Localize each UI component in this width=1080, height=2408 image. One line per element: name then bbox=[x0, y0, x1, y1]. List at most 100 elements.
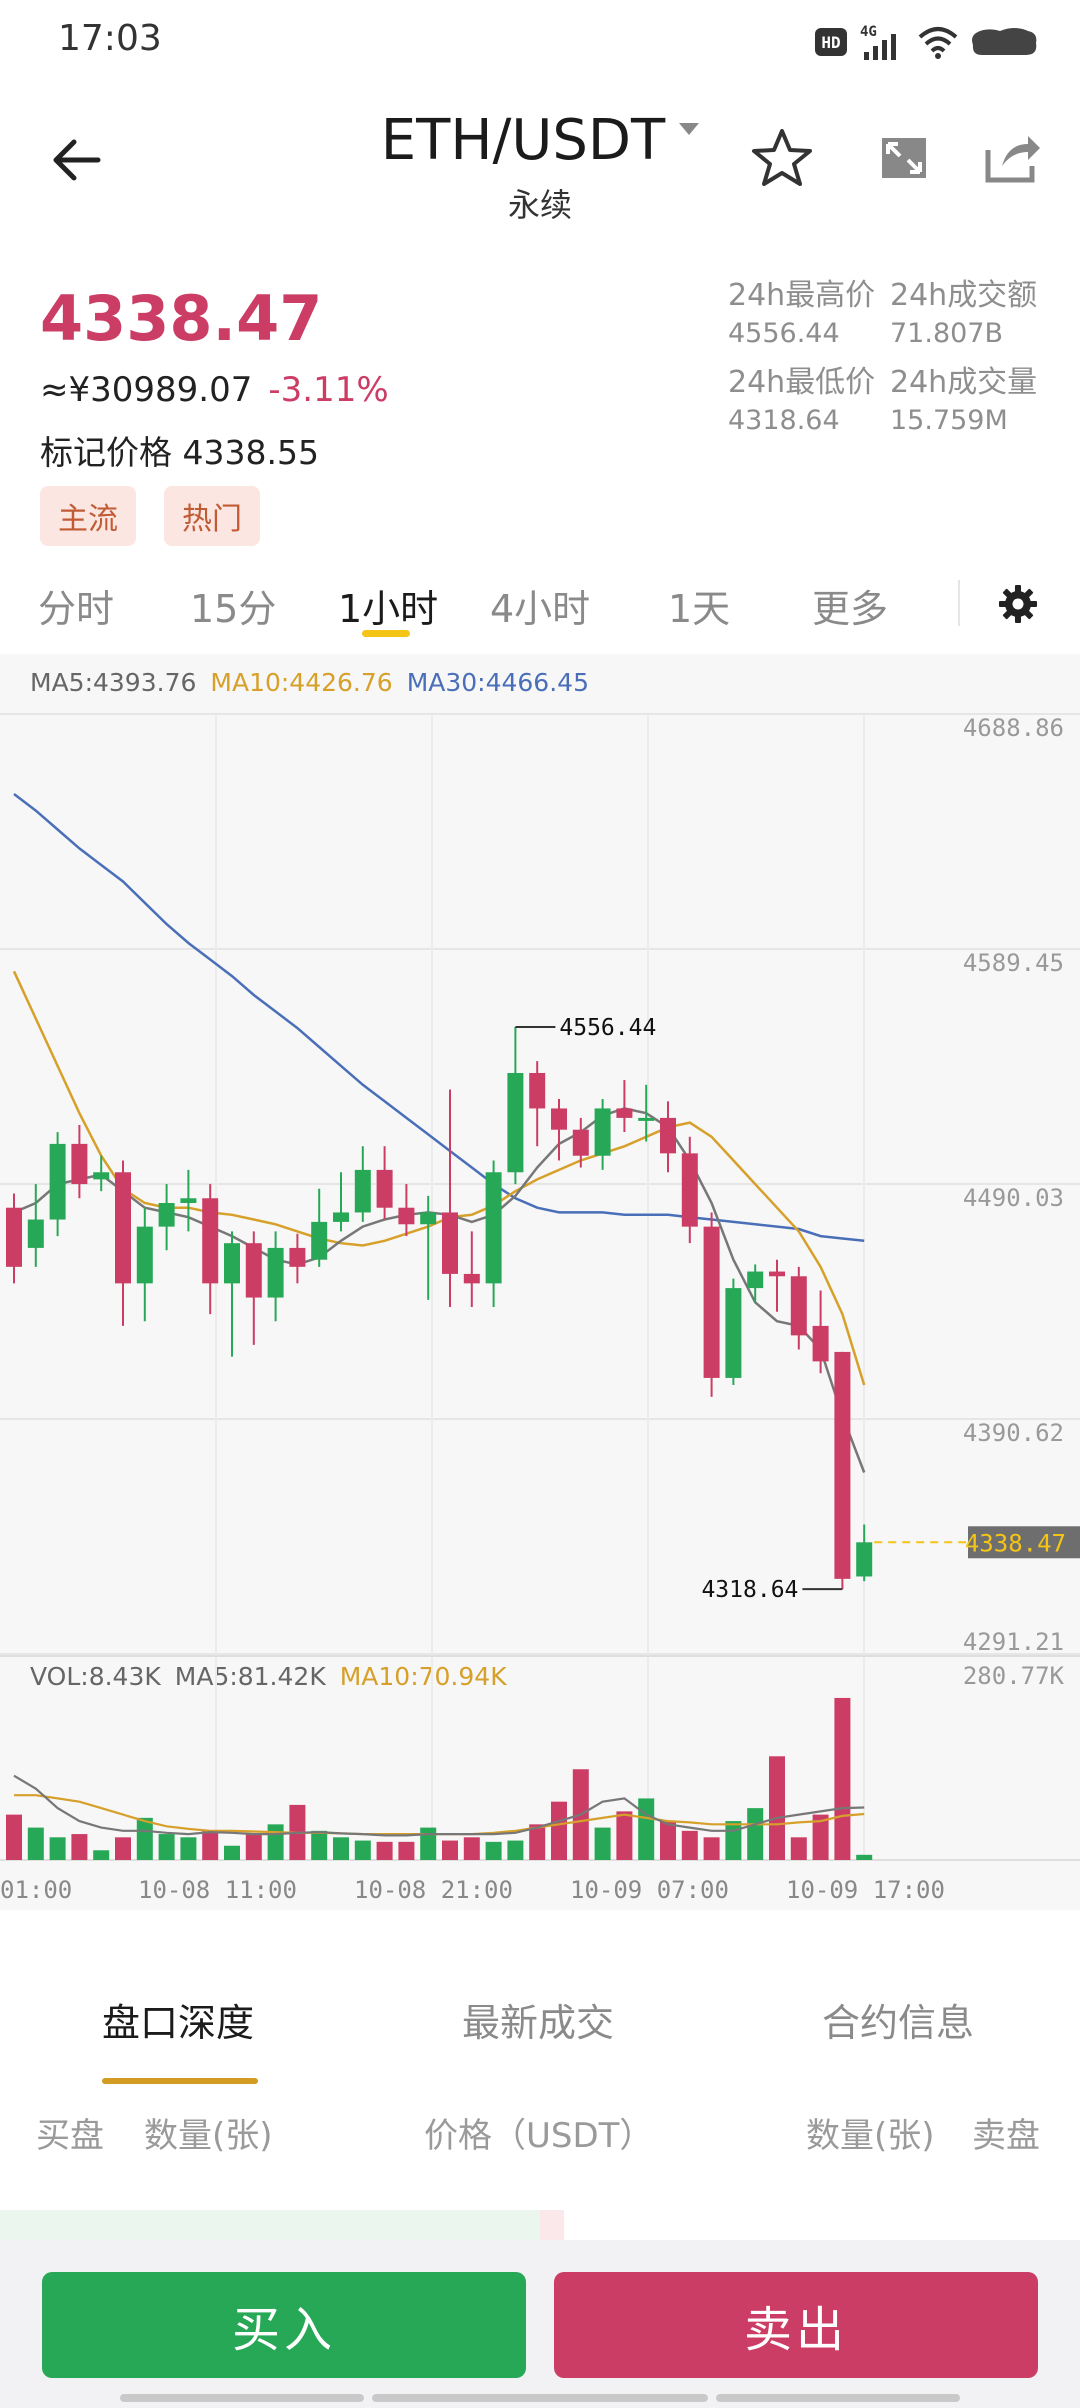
time-axis-label: 01:00 bbox=[0, 1876, 72, 1904]
volume-legend: VOL:8.43K MA5:81.42K MA10:70.94K bbox=[30, 1662, 521, 1691]
svg-text:4G: 4G bbox=[860, 24, 877, 40]
hd-icon: HD bbox=[815, 28, 847, 56]
candle-body bbox=[420, 1212, 437, 1225]
volume-bar bbox=[660, 1821, 676, 1860]
stats-24h: 24h最高价 24h成交额 4556.44 71.807B 24h最低价 24h… bbox=[728, 270, 1068, 440]
volume-bar bbox=[420, 1827, 437, 1860]
candle-body bbox=[333, 1212, 349, 1222]
volume-bar bbox=[834, 1697, 851, 1860]
candle-body bbox=[202, 1198, 219, 1284]
candle-body bbox=[376, 1169, 393, 1208]
tab-more[interactable]: 更多 bbox=[812, 587, 889, 631]
volume-bar bbox=[398, 1841, 415, 1860]
tab-15m[interactable]: 15分 bbox=[190, 587, 277, 631]
candle-body bbox=[769, 1271, 785, 1277]
vol-ma5-legend: MA5:81.42K bbox=[174, 1662, 326, 1691]
high-marker-label: 4556.44 bbox=[559, 1015, 656, 1041]
volume-bar bbox=[158, 1834, 175, 1860]
orderbook-tabs: 盘口深度 最新成交 合约信息 bbox=[0, 1960, 1080, 2090]
tab-1h[interactable]: 1小时 bbox=[338, 587, 439, 631]
turnover-label: 24h成交额 bbox=[890, 278, 1038, 313]
vol-ma10-legend: MA10:70.94K bbox=[339, 1662, 507, 1691]
candle-body bbox=[245, 1243, 262, 1298]
last-price: 4338.47 bbox=[40, 282, 323, 355]
bottom-action-bar: 买入 卖出 bbox=[0, 2240, 1080, 2408]
timeframe-tabs: 分时 15分 1小时 4小时 1天 更多 bbox=[0, 566, 1080, 638]
candle-body bbox=[529, 1072, 546, 1109]
orderbook-header: 买盘 数量(张) 价格（USDT） 数量(张) 卖盘 bbox=[0, 2108, 1080, 2158]
tab-4h[interactable]: 4小时 bbox=[490, 587, 591, 631]
volume-bar bbox=[725, 1821, 742, 1860]
tab-depth[interactable]: 盘口深度 bbox=[102, 2001, 255, 2045]
status-time: 17:03 bbox=[58, 18, 162, 59]
volume-bar bbox=[507, 1840, 524, 1860]
signal-icon: 4G bbox=[860, 24, 896, 60]
ma10-line bbox=[12, 970, 866, 1386]
volume-bar bbox=[703, 1837, 720, 1860]
volume-bar bbox=[27, 1827, 44, 1860]
volume-bar bbox=[594, 1827, 611, 1860]
tag-mainstream[interactable]: 主流 bbox=[40, 486, 136, 546]
tag-hot[interactable]: 热门 bbox=[164, 486, 260, 546]
chart-canvas[interactable]: 4556.44 4318.64 4338.47 4688.86 4589.45 4490… bbox=[0, 654, 1080, 1910]
volume-bar bbox=[551, 1801, 567, 1860]
volume-bar bbox=[376, 1841, 393, 1860]
candle-body bbox=[725, 1288, 742, 1378]
tab-timeshare[interactable]: 分时 bbox=[38, 587, 115, 631]
low-label: 24h最低价 bbox=[728, 365, 876, 400]
high-label: 24h最高价 bbox=[728, 278, 876, 313]
sell-button[interactable]: 卖出 bbox=[554, 2272, 1038, 2378]
cny-price: ≈¥30989.07 -3.11% bbox=[40, 370, 389, 410]
volume-bar bbox=[681, 1830, 698, 1860]
candle-body bbox=[856, 1542, 873, 1577]
volume-bar bbox=[747, 1808, 764, 1860]
candle-body bbox=[71, 1143, 88, 1185]
candle-body bbox=[354, 1169, 371, 1213]
pair-selector[interactable]: ETH/USDT bbox=[0, 108, 1080, 173]
wifi-icon bbox=[918, 27, 958, 59]
volume-bar bbox=[790, 1837, 807, 1860]
volume-bar bbox=[115, 1837, 131, 1860]
candle-body bbox=[507, 1072, 524, 1173]
back-arrow-icon[interactable] bbox=[48, 130, 108, 190]
volume-label: 24h成交量 bbox=[890, 365, 1038, 400]
tab-1d[interactable]: 1天 bbox=[668, 587, 731, 631]
low-marker-label: 4318.64 bbox=[701, 1577, 798, 1603]
bids-header: 买盘 bbox=[36, 2116, 104, 2156]
bid-qty-header: 数量(张) bbox=[144, 2116, 273, 2156]
mark-price: 标记价格 4338.55 bbox=[40, 433, 319, 472]
price-axis-label: 4291.21 bbox=[963, 1628, 1064, 1656]
kline-chart[interactable]: MA5:4393.76 MA10:4426.76 MA30:4466.45 VOL:… bbox=[0, 654, 1080, 1910]
candle-body bbox=[485, 1172, 502, 1284]
volume-bar bbox=[354, 1840, 371, 1860]
candle-body bbox=[93, 1172, 110, 1180]
candle-body bbox=[463, 1273, 480, 1284]
volume-bar bbox=[267, 1824, 284, 1860]
price-axis-label: 4688.86 bbox=[963, 714, 1064, 742]
gear-icon[interactable] bbox=[998, 584, 1038, 624]
volume-bar bbox=[71, 1834, 88, 1860]
candle-body bbox=[289, 1247, 306, 1267]
high-value: 4556.44 bbox=[728, 318, 840, 349]
volume-bar bbox=[49, 1837, 66, 1860]
candle-body bbox=[812, 1325, 829, 1362]
candle-body bbox=[638, 1117, 655, 1121]
candle-body bbox=[180, 1198, 197, 1203]
pair-title: ETH/USDT bbox=[380, 108, 666, 173]
candle-body bbox=[224, 1243, 240, 1284]
bid-depth-bar bbox=[0, 2210, 540, 2240]
fullscreen-icon[interactable] bbox=[872, 126, 936, 190]
tab-contract-info[interactable]: 合约信息 bbox=[822, 2001, 975, 2045]
tab-latest-trades[interactable]: 最新成交 bbox=[462, 2001, 615, 2045]
ma10-legend: MA10:4426.76 bbox=[210, 668, 393, 697]
candle-body bbox=[6, 1207, 22, 1267]
buy-button[interactable]: 买入 bbox=[42, 2272, 526, 2378]
share-icon[interactable] bbox=[978, 126, 1042, 190]
candle-body bbox=[594, 1108, 611, 1156]
star-icon[interactable] bbox=[750, 126, 814, 190]
candle-body bbox=[158, 1202, 175, 1227]
volume-bar bbox=[616, 1811, 633, 1860]
time-axis-label: 10-08 21:00 bbox=[354, 1876, 513, 1904]
candle-body bbox=[551, 1108, 567, 1130]
volume-bar bbox=[638, 1798, 655, 1860]
